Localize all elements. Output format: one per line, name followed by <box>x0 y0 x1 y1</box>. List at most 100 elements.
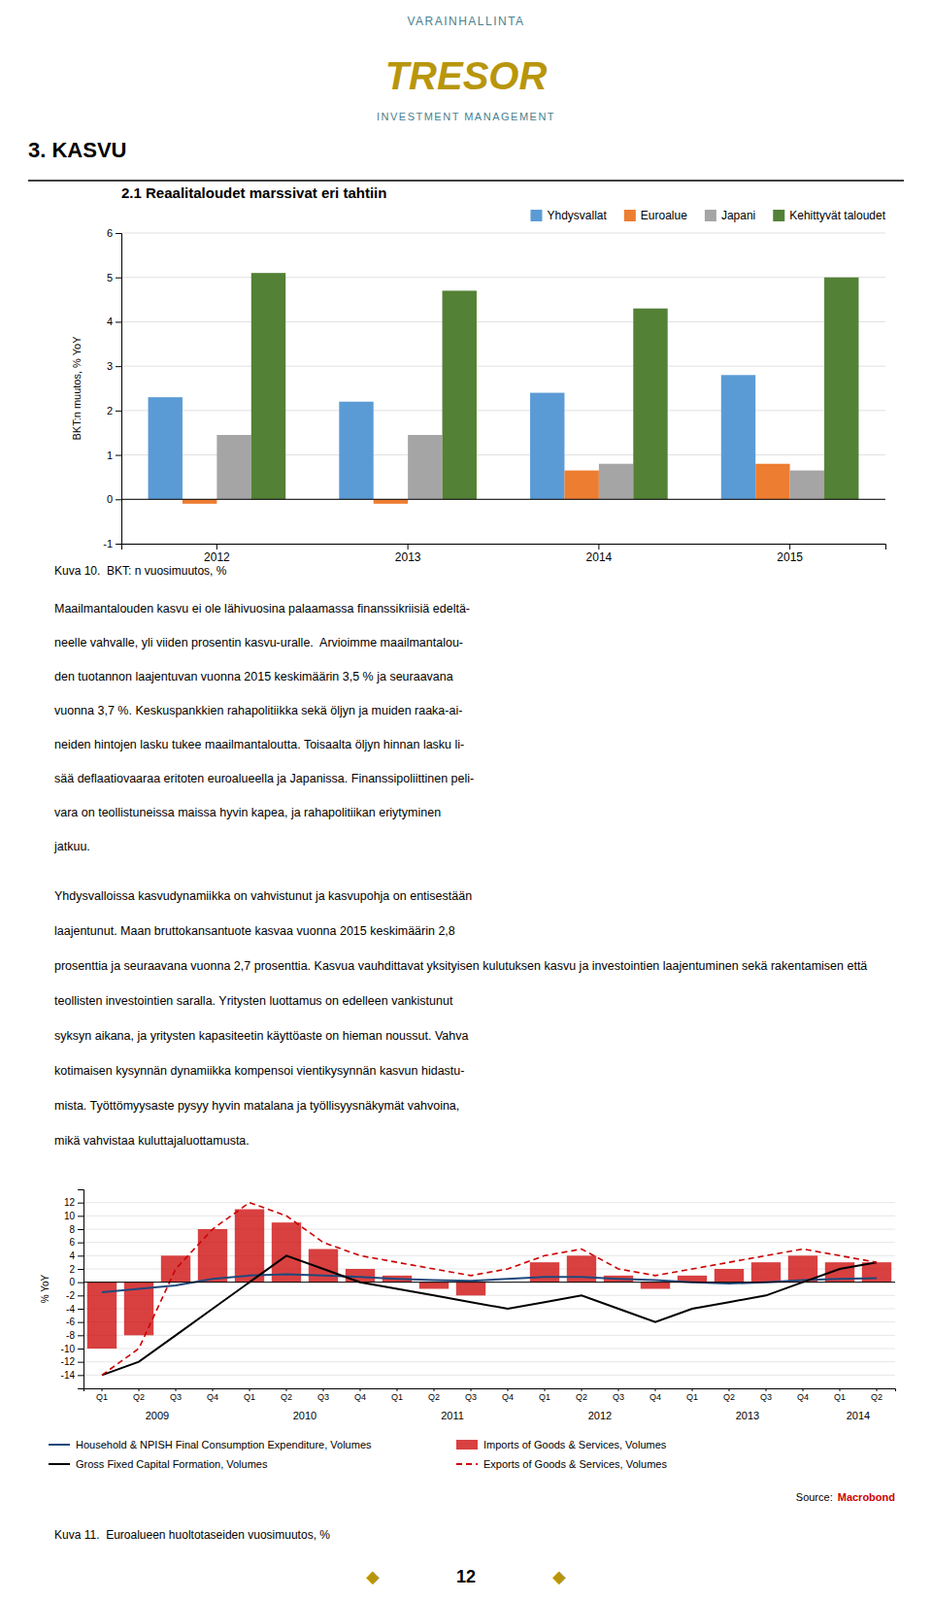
y-axis-tick-label: 4 <box>68 1250 75 1262</box>
legend-label: Yhdysvallat <box>546 208 607 223</box>
x-axis-tick-label: Q1 <box>96 1392 108 1402</box>
y-axis-title: BKT:n muutos, % YoY <box>70 335 83 441</box>
x-group-label: 2009 <box>145 1409 169 1422</box>
x-axis-tick: Q3 <box>169 1388 182 1402</box>
x-axis-tick-label: Q3 <box>465 1392 477 1402</box>
bar <box>456 1282 486 1297</box>
y-axis-tick-mark <box>77 1322 84 1324</box>
x-axis-tick-mark <box>839 1388 841 1392</box>
x-axis-tick-mark <box>212 1388 214 1392</box>
logo: VARAINHALLINTATRESORINVESTMENT MANAGEMEN… <box>376 14 556 123</box>
legend-swatch <box>48 1443 70 1446</box>
x-axis-tick: Q1 <box>686 1388 699 1402</box>
x-axis-tick-label: Q2 <box>280 1392 293 1402</box>
y-axis: -14-12-10-8-6-4-2024681012 <box>61 1190 85 1390</box>
plot-area <box>121 272 886 504</box>
page-number-text: 12 <box>456 1566 476 1587</box>
grid-line <box>83 1321 896 1323</box>
legend-swatch <box>772 209 785 222</box>
x-axis-tick-mark <box>138 1388 140 1392</box>
bar <box>751 1262 781 1283</box>
source-text: Source: <box>796 1491 833 1503</box>
y-axis-tick-label: 6 <box>106 227 113 239</box>
bar <box>419 1282 449 1290</box>
legend-label: Imports of Goods & Services, Volumes <box>483 1438 667 1451</box>
bar <box>824 277 859 500</box>
x-axis-tick-mark <box>286 1388 288 1392</box>
x-axis-tick: Q1 <box>243 1388 256 1402</box>
x-axis-tick-mark <box>433 1388 435 1392</box>
x-axis-tick: Q2 <box>280 1388 293 1402</box>
grid-line <box>83 1348 896 1350</box>
grid-line <box>121 409 886 411</box>
y-axis-tick-mark <box>115 543 122 545</box>
logo-text: VARAINHALLINTA <box>406 14 525 29</box>
x-axis-tick-mark <box>323 1388 325 1392</box>
grid-line <box>83 1281 896 1283</box>
y-axis-tick: 4 <box>106 315 122 328</box>
plot-area <box>83 1202 896 1376</box>
source-brand: Macrobond <box>837 1491 896 1503</box>
bar <box>148 397 183 500</box>
line <box>101 1255 877 1375</box>
paragraph-line: Maailmantalouden kasvu ei ole lähivuosin… <box>54 601 470 616</box>
paragraph: Yhdysvalloissa kasvudynamiikka on vahvis… <box>54 889 867 1148</box>
y-axis-line <box>77 1190 85 1390</box>
bar <box>182 499 217 504</box>
x-axis-tick-mark <box>765 1388 767 1392</box>
legend-label: Gross Fixed Capital Formation, Volumes <box>75 1458 268 1470</box>
y-axis-tick-mark <box>77 1282 84 1284</box>
bar <box>755 464 790 500</box>
x-axis-tick-mark <box>655 1388 657 1392</box>
x-axis-tick: Q2 <box>870 1388 883 1402</box>
grid-line <box>121 276 886 278</box>
x-axis-tick-mark <box>507 1388 509 1392</box>
x-group-label: 2011 <box>440 1409 465 1422</box>
paragraph-line: kotimaisen kysynnän dynamiikka kompensoi… <box>54 1064 465 1078</box>
x-axis-line <box>122 544 887 551</box>
x-axis-tick-mark <box>876 1388 878 1392</box>
y-axis-tick-label: 0 <box>68 1276 75 1288</box>
bar <box>338 401 373 500</box>
logo-text: TRESOR <box>385 54 548 98</box>
y-axis-tick-label: -12 <box>61 1356 76 1367</box>
x-axis-tick-label: Q1 <box>833 1392 846 1402</box>
y-axis-tick: -14 <box>61 1369 84 1381</box>
bar <box>790 470 825 500</box>
y-axis-tick-mark <box>77 1374 84 1376</box>
x-axis-tick-mark <box>544 1388 546 1392</box>
y-axis-tick-label: 2 <box>106 404 113 417</box>
y-axis-tick-mark <box>115 366 122 367</box>
legend-label: Exports of Goods & Services, Volumes <box>483 1458 667 1470</box>
y-axis-tick-label: -2 <box>66 1290 75 1301</box>
x-group-label: 2012 <box>588 1409 612 1422</box>
grid-line <box>83 1295 896 1297</box>
x-axis-tick-mark <box>729 1388 731 1392</box>
x-group-label: 2013 <box>735 1409 760 1422</box>
legend-item: Kehittyvät taloudet <box>772 208 886 223</box>
x-axis-tick: 2015 <box>776 543 803 565</box>
legend-swatch <box>48 1463 70 1465</box>
x-axis-tick: Q2 <box>575 1388 588 1402</box>
y-axis-tick: 4 <box>68 1250 84 1262</box>
bar <box>442 290 477 500</box>
legend-item: Household & NPISH Final Consumption Expe… <box>48 1438 372 1451</box>
x-axis-tick: Q4 <box>501 1388 514 1402</box>
y-axis-tick: 2 <box>68 1264 84 1275</box>
y-axis-tick-label: 2 <box>68 1264 75 1275</box>
grid-line <box>121 233 886 234</box>
bar <box>198 1229 228 1283</box>
y-axis-tick-mark <box>77 1215 84 1217</box>
bar <box>407 434 442 500</box>
page-ornament: ◆ <box>366 1566 380 1587</box>
x-axis-tick: Q1 <box>391 1388 403 1402</box>
y-axis-tick: -6 <box>66 1316 84 1328</box>
grid-line <box>83 1215 896 1217</box>
x-axis-tick: Q3 <box>612 1388 625 1402</box>
legend-item: Exports of Goods & Services, Volumes <box>456 1458 667 1470</box>
chart-1: 2012201320142015-101234562.1 Reaalitalou… <box>70 184 887 565</box>
y-axis-tick-mark <box>77 1334 84 1336</box>
page-ornament: ◆ <box>552 1566 566 1587</box>
x-axis-tick: Q3 <box>760 1388 772 1402</box>
x-axis-tick-label: Q2 <box>428 1392 440 1402</box>
